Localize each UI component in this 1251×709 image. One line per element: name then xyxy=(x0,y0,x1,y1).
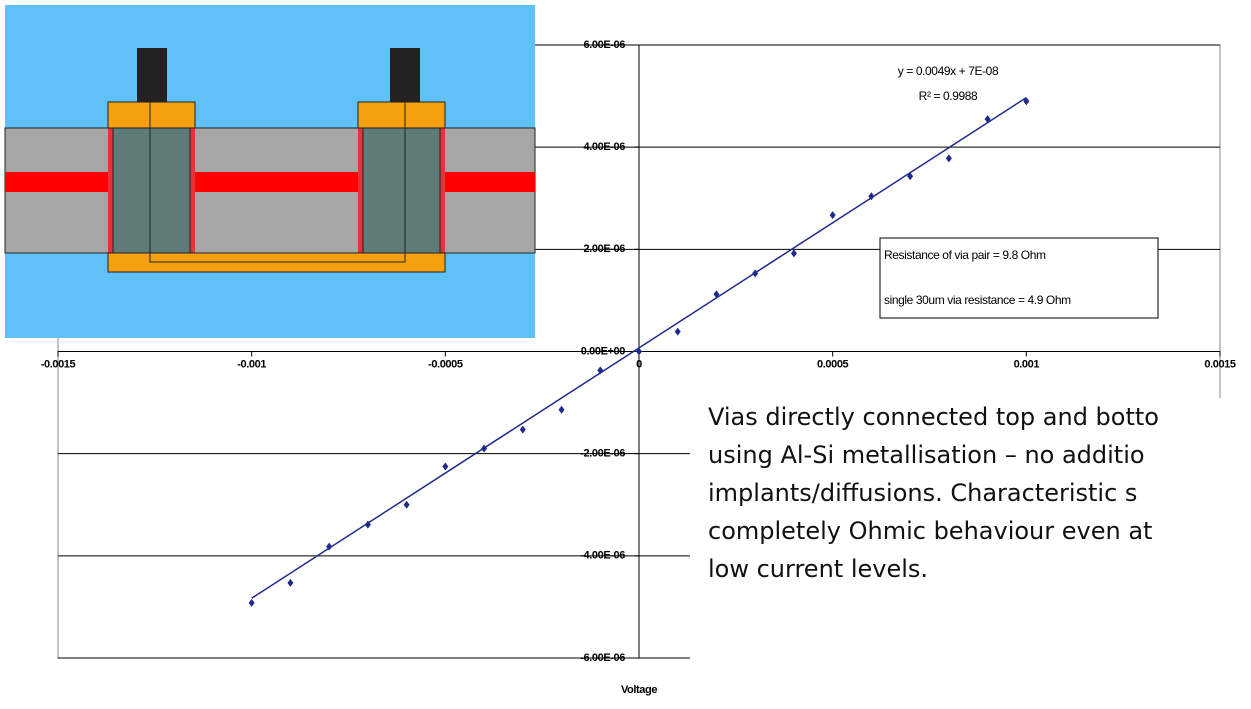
x-tick-label: 0.001 xyxy=(1014,358,1040,370)
x-tick-label: -0.0005 xyxy=(428,358,463,370)
data-point xyxy=(752,269,758,277)
page: -6.00E-06-4.00E-06-2.00E-060.00E+002.00E… xyxy=(0,0,1251,704)
x-axis-label: Voltage xyxy=(621,684,657,696)
r-squared: R² = 0.9988 xyxy=(919,89,978,103)
y-tick-label: 4.00E-06 xyxy=(584,141,626,153)
description-line: completely Ohmic behaviour even at xyxy=(690,512,1251,550)
data-point xyxy=(520,426,526,434)
equation: y = 0.0049x + 7E-08 xyxy=(898,64,999,78)
data-point xyxy=(442,462,448,470)
data-point xyxy=(404,501,410,509)
x-tick-label: 0.0005 xyxy=(817,358,849,370)
x-tick-label: -0.0015 xyxy=(41,358,76,370)
data-point xyxy=(946,154,952,162)
annotation-text: Resistance of via pair = 9.8 Ohm xyxy=(884,248,1046,262)
data-point xyxy=(830,211,836,219)
y-tick-label: -2.00E-06 xyxy=(580,448,625,460)
x-tick-label: 0.0015 xyxy=(1204,358,1236,370)
y-tick-label: -6.00E-06 xyxy=(580,652,625,664)
data-point xyxy=(791,249,797,257)
y-tick-label: 2.00E-06 xyxy=(584,243,626,255)
via-diagram xyxy=(0,0,540,342)
data-point xyxy=(287,579,293,587)
data-point xyxy=(559,406,565,414)
description-line: Vias directly connected top and botto xyxy=(690,398,1251,436)
description-line: low current levels. xyxy=(690,550,1251,588)
data-point xyxy=(481,445,487,453)
data-point xyxy=(249,599,255,607)
description-line: implants/diffusions. Characteristic s xyxy=(690,474,1251,512)
data-point xyxy=(597,366,603,374)
description-line: using Al-Si metallisation – no additio xyxy=(690,436,1251,474)
data-point xyxy=(675,328,681,336)
y-tick-label: -4.00E-06 xyxy=(580,550,625,562)
y-tick-label: 6.00E-06 xyxy=(584,39,626,51)
annotation-text: single 30um via resistance = 4.9 Ohm xyxy=(884,293,1071,307)
x-tick-label: -0.001 xyxy=(237,358,266,370)
